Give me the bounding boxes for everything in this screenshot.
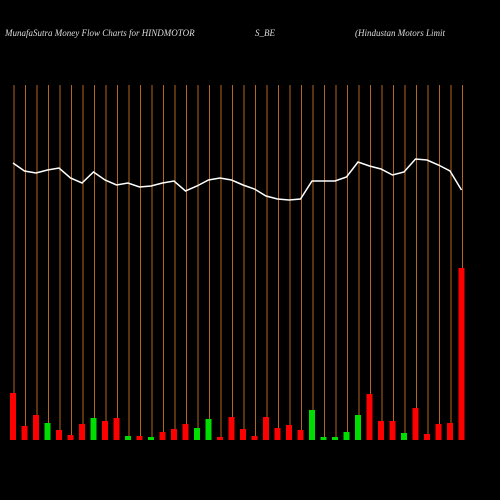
bar <box>251 436 258 440</box>
bar <box>424 434 430 440</box>
bar <box>148 437 154 440</box>
bar <box>67 435 74 440</box>
bar <box>309 410 315 440</box>
bar <box>378 421 384 440</box>
bar <box>332 437 338 440</box>
bar <box>10 393 16 440</box>
bar <box>125 436 131 440</box>
money-flow-line <box>12 158 463 201</box>
bar <box>228 417 235 440</box>
bar <box>217 437 223 440</box>
bar <box>343 432 350 440</box>
bar <box>355 415 361 440</box>
bar <box>159 432 166 440</box>
bar <box>297 430 304 440</box>
bar <box>366 394 373 440</box>
bar <box>274 428 281 440</box>
bar <box>263 417 269 440</box>
bar <box>205 419 212 440</box>
bar <box>171 429 177 440</box>
bar <box>286 425 292 440</box>
bar <box>102 421 108 440</box>
bar <box>44 423 51 440</box>
bar <box>401 433 407 440</box>
chart-title: MunafaSutra Money Flow Charts for HINDMO… <box>4 28 195 38</box>
bar <box>412 408 419 440</box>
bar <box>435 424 442 440</box>
bar <box>458 268 465 440</box>
bar <box>320 437 327 440</box>
bar <box>447 423 453 440</box>
chart-title: (Hindustan Motors Limit <box>355 28 446 38</box>
bar <box>33 415 39 440</box>
bar <box>240 429 246 440</box>
bar <box>79 424 85 440</box>
bar <box>182 424 189 440</box>
chart-title: S_BE <box>255 28 275 38</box>
bar <box>21 426 28 440</box>
bar <box>90 418 97 440</box>
bar <box>389 421 396 440</box>
bar <box>56 430 62 440</box>
bar <box>113 418 120 440</box>
bar <box>194 428 200 440</box>
bar <box>136 436 143 440</box>
